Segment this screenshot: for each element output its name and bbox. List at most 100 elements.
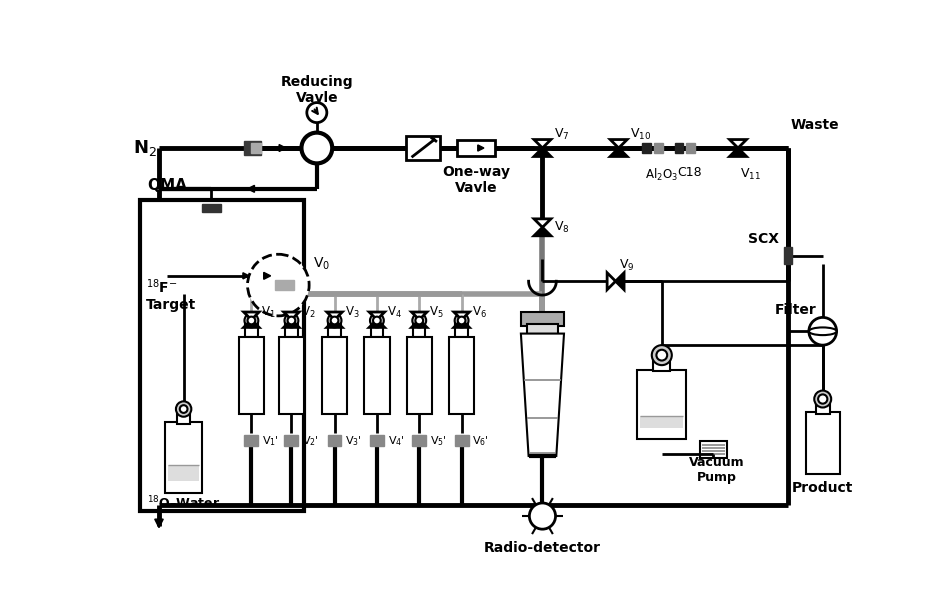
Polygon shape bbox=[453, 320, 469, 327]
Bar bbox=[140, 200, 303, 511]
Bar bbox=[636, 370, 685, 439]
Circle shape bbox=[412, 313, 426, 327]
Text: V$_5$': V$_5$' bbox=[430, 434, 447, 447]
Circle shape bbox=[454, 313, 468, 327]
Bar bbox=[805, 412, 839, 474]
Bar bbox=[412, 435, 426, 446]
Polygon shape bbox=[478, 145, 483, 151]
Polygon shape bbox=[243, 273, 249, 279]
Text: V$_3$: V$_3$ bbox=[345, 306, 359, 320]
Polygon shape bbox=[610, 139, 627, 148]
Polygon shape bbox=[247, 185, 254, 192]
Polygon shape bbox=[263, 273, 270, 279]
Bar bbox=[370, 435, 383, 446]
Bar bbox=[815, 400, 829, 414]
Circle shape bbox=[457, 316, 465, 324]
Text: $^{18}$O–Water: $^{18}$O–Water bbox=[147, 495, 220, 511]
Text: One-way
Vavle: One-way Vavle bbox=[442, 165, 510, 196]
Polygon shape bbox=[533, 148, 550, 156]
Text: Vacuum
Pump: Vacuum Pump bbox=[689, 456, 744, 484]
Circle shape bbox=[307, 103, 327, 123]
Circle shape bbox=[176, 401, 191, 417]
Text: V$_5$: V$_5$ bbox=[429, 306, 444, 320]
Polygon shape bbox=[278, 145, 286, 152]
Text: V$_8$: V$_8$ bbox=[553, 220, 569, 235]
Text: QMA: QMA bbox=[147, 178, 187, 192]
Text: Al$_2$O$_3$: Al$_2$O$_3$ bbox=[644, 166, 677, 183]
Bar bbox=[784, 247, 791, 265]
Polygon shape bbox=[615, 273, 623, 290]
Bar bbox=[520, 312, 564, 326]
Circle shape bbox=[808, 317, 835, 345]
Polygon shape bbox=[520, 334, 564, 456]
Circle shape bbox=[244, 313, 258, 327]
Polygon shape bbox=[244, 320, 259, 327]
Ellipse shape bbox=[808, 327, 835, 335]
Polygon shape bbox=[283, 320, 299, 327]
Bar bbox=[150, 247, 300, 346]
Text: $^{18}$F$^{-}$
Target: $^{18}$F$^{-}$ Target bbox=[145, 277, 196, 312]
Text: Filter: Filter bbox=[774, 302, 816, 316]
Bar bbox=[250, 144, 261, 153]
Bar bbox=[168, 465, 199, 481]
Bar bbox=[454, 435, 468, 446]
Text: N$_2$: N$_2$ bbox=[132, 138, 157, 158]
Polygon shape bbox=[453, 312, 469, 320]
Text: V$_1$': V$_1$' bbox=[261, 434, 278, 447]
Bar bbox=[448, 337, 474, 414]
Bar bbox=[699, 441, 727, 458]
Text: SCX: SCX bbox=[747, 232, 778, 246]
Text: V$_6$: V$_6$ bbox=[471, 306, 486, 320]
Text: V$_{10}$: V$_{10}$ bbox=[630, 127, 650, 142]
Circle shape bbox=[529, 503, 555, 529]
Bar bbox=[527, 324, 557, 334]
Text: C18: C18 bbox=[677, 166, 701, 180]
Bar bbox=[370, 321, 382, 337]
Bar bbox=[165, 422, 202, 493]
Circle shape bbox=[415, 316, 423, 324]
Bar bbox=[244, 321, 258, 337]
Text: V$_4$': V$_4$' bbox=[387, 434, 404, 447]
Bar bbox=[244, 141, 261, 155]
Bar bbox=[654, 142, 663, 153]
Circle shape bbox=[328, 313, 341, 327]
Bar bbox=[322, 337, 346, 414]
Polygon shape bbox=[610, 148, 627, 156]
Bar bbox=[284, 435, 298, 446]
Text: V$_6$': V$_6$' bbox=[472, 434, 489, 447]
Text: Product: Product bbox=[791, 481, 852, 494]
Circle shape bbox=[247, 316, 255, 324]
Polygon shape bbox=[155, 519, 163, 528]
Circle shape bbox=[373, 316, 380, 324]
Bar bbox=[640, 416, 683, 428]
Text: V$_7$: V$_7$ bbox=[553, 127, 569, 142]
Text: Waste: Waste bbox=[789, 118, 838, 132]
Polygon shape bbox=[369, 320, 384, 327]
Bar bbox=[406, 337, 431, 414]
Polygon shape bbox=[412, 320, 427, 327]
Polygon shape bbox=[606, 273, 615, 290]
Polygon shape bbox=[369, 312, 384, 320]
Circle shape bbox=[284, 313, 298, 327]
Polygon shape bbox=[533, 219, 550, 227]
Bar bbox=[457, 139, 495, 156]
Polygon shape bbox=[729, 139, 746, 148]
Circle shape bbox=[301, 133, 332, 163]
Polygon shape bbox=[327, 320, 342, 327]
Bar bbox=[329, 321, 341, 337]
Text: V$_0$: V$_0$ bbox=[312, 255, 329, 272]
Circle shape bbox=[287, 316, 295, 324]
Circle shape bbox=[818, 395, 827, 404]
Bar bbox=[177, 410, 190, 423]
Bar bbox=[244, 435, 258, 446]
Polygon shape bbox=[412, 312, 427, 320]
Polygon shape bbox=[327, 312, 342, 320]
Text: V$_1$: V$_1$ bbox=[261, 306, 276, 320]
Bar bbox=[275, 280, 294, 290]
Circle shape bbox=[370, 313, 383, 327]
Polygon shape bbox=[729, 148, 746, 156]
Text: V$_2$: V$_2$ bbox=[301, 306, 315, 320]
Bar bbox=[285, 321, 297, 337]
Text: Reducing
Vavle: Reducing Vavle bbox=[280, 75, 353, 105]
Bar bbox=[455, 321, 467, 337]
